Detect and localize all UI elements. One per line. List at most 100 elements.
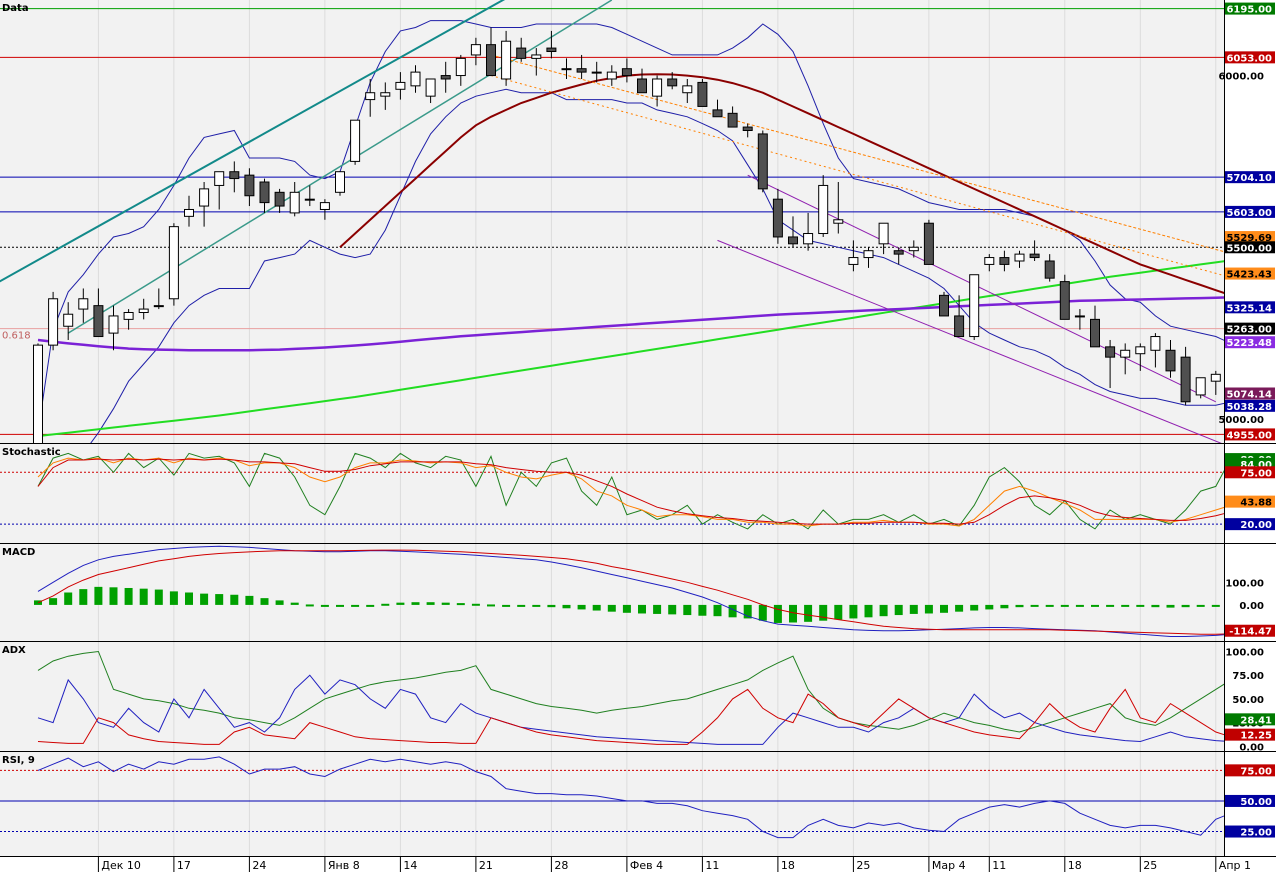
candle[interactable] xyxy=(501,30,512,86)
date-axis[interactable]: Дек 10 17 24 Янв 8 14 21 28 Фев 4 11 18 25 Мар 4 11 1… xyxy=(0,857,1276,872)
candle[interactable] xyxy=(878,222,889,255)
macd-histogram-bar xyxy=(577,604,586,610)
candle[interactable] xyxy=(667,72,678,90)
macd-histogram-bar xyxy=(909,604,918,614)
candle[interactable] xyxy=(78,288,89,323)
trend-line[interactable] xyxy=(0,0,506,302)
candle[interactable] xyxy=(546,30,557,59)
candle[interactable] xyxy=(682,78,693,104)
candle[interactable] xyxy=(93,288,104,338)
candle[interactable] xyxy=(470,37,481,66)
candle[interactable] xyxy=(637,68,647,94)
candle[interactable] xyxy=(425,78,436,104)
candle[interactable] xyxy=(652,75,663,107)
candle[interactable] xyxy=(1059,274,1070,320)
candle[interactable] xyxy=(893,247,904,265)
candle[interactable] xyxy=(335,171,345,196)
candle[interactable] xyxy=(319,199,330,220)
candle[interactable] xyxy=(848,240,859,272)
candle[interactable] xyxy=(199,182,210,227)
trend-line[interactable] xyxy=(490,54,1246,258)
candle[interactable] xyxy=(410,65,421,93)
candle[interactable] xyxy=(108,305,119,351)
candle[interactable] xyxy=(1014,250,1025,268)
candle[interactable] xyxy=(516,37,527,62)
candle[interactable] xyxy=(365,78,376,117)
candle[interactable] xyxy=(123,309,134,330)
macd-histogram-bar xyxy=(1091,604,1099,607)
candle[interactable] xyxy=(969,274,980,340)
candle[interactable] xyxy=(742,123,753,138)
trend-line[interactable] xyxy=(490,75,1246,282)
candle[interactable] xyxy=(863,247,874,268)
candle[interactable] xyxy=(486,27,496,77)
candle[interactable] xyxy=(621,58,632,83)
candle[interactable] xyxy=(1165,339,1176,378)
candle[interactable] xyxy=(576,54,587,79)
pane-data[interactable]: 0.618 Data 6000.00 5000.00 6195.00 6053.00 570… xyxy=(0,0,1276,529)
rsi-series-line-0 xyxy=(37,756,1224,839)
candle[interactable] xyxy=(289,182,300,217)
candle[interactable] xyxy=(259,178,270,213)
pane-macd[interactable]: MACD 100.00 0.00 -114.47 xyxy=(0,545,1276,642)
candle[interactable] xyxy=(908,240,919,258)
candle[interactable] xyxy=(1044,254,1055,282)
candle[interactable] xyxy=(697,78,708,107)
candle[interactable] xyxy=(1105,339,1116,389)
candle[interactable] xyxy=(138,298,149,320)
candle[interactable] xyxy=(274,188,285,213)
candle[interactable] xyxy=(803,212,814,251)
candle[interactable] xyxy=(954,295,965,338)
candle[interactable] xyxy=(984,254,995,272)
candle[interactable] xyxy=(350,119,361,165)
date-label: 11 xyxy=(705,859,719,872)
candle[interactable] xyxy=(939,291,949,317)
candle[interactable] xyxy=(214,171,225,210)
candle[interactable] xyxy=(788,216,798,248)
candle[interactable] xyxy=(304,185,315,207)
candle[interactable] xyxy=(561,58,572,79)
candle[interactable] xyxy=(244,168,255,207)
candle[interactable] xyxy=(757,130,768,193)
candle[interactable] xyxy=(63,302,74,340)
candle[interactable] xyxy=(818,175,829,237)
axis-tick-label: 5000.00 xyxy=(1218,415,1264,426)
candle[interactable] xyxy=(48,291,59,351)
date-label: Фев 4 xyxy=(630,859,663,872)
candle[interactable] xyxy=(380,82,391,110)
pane-rsi[interactable]: RSI, 9 75.00 50.00 25.00 xyxy=(0,755,1276,857)
candle[interactable] xyxy=(168,223,179,306)
candle[interactable] xyxy=(229,161,240,193)
candle[interactable] xyxy=(1090,305,1100,348)
trend-line[interactable] xyxy=(717,239,1247,453)
candle[interactable] xyxy=(833,182,844,234)
candle[interactable] xyxy=(1150,333,1161,368)
candle[interactable] xyxy=(1074,309,1085,330)
candle[interactable] xyxy=(1120,343,1131,375)
candle[interactable] xyxy=(153,288,164,310)
candle[interactable] xyxy=(712,99,723,118)
candle[interactable] xyxy=(1210,370,1221,395)
candle[interactable] xyxy=(772,188,783,244)
candle[interactable] xyxy=(1135,343,1146,371)
macd-histogram-bar xyxy=(79,589,88,605)
candle[interactable] xyxy=(1195,377,1206,399)
candle[interactable] xyxy=(1029,240,1040,261)
candle[interactable] xyxy=(395,72,406,100)
candle[interactable] xyxy=(455,54,466,86)
candle[interactable] xyxy=(1180,346,1191,406)
candle[interactable] xyxy=(923,219,934,265)
candle[interactable] xyxy=(727,106,738,128)
candle[interactable] xyxy=(33,343,43,473)
candle[interactable] xyxy=(606,65,617,86)
candle[interactable] xyxy=(999,250,1010,272)
candle[interactable] xyxy=(531,48,542,76)
candle[interactable] xyxy=(591,61,602,83)
macd-histogram-bar xyxy=(200,593,209,605)
macd-histogram-bar xyxy=(230,594,239,605)
candle[interactable] xyxy=(184,195,194,227)
candle[interactable] xyxy=(440,61,451,93)
